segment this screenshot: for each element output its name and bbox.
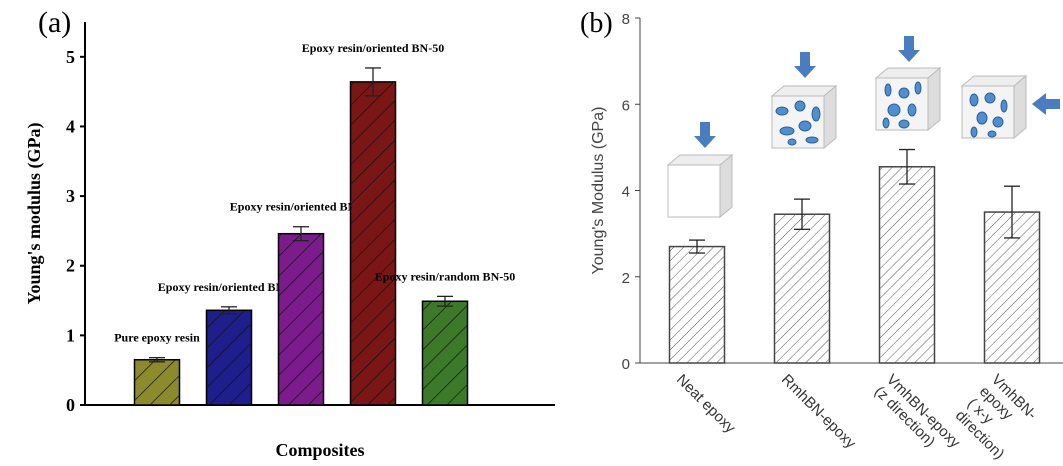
y-tick-label: 6 [622,97,630,114]
panel-label: (b) [580,8,613,39]
bar-hatch [774,214,830,363]
bar-annotation: Epoxy resin/oriented BN-50 [302,41,444,55]
y-tick-label: 0 [622,356,630,373]
bar-hatch [278,233,324,405]
y-tick-label: 5 [66,47,75,67]
panel-a: (a) 0 1 2 3 4 5 Young's modulus (GPa) Composites… [24,6,555,460]
y-tick-label: 4 [622,184,630,201]
y-tick-label: 3 [66,186,75,206]
y-tick-label: 2 [66,256,75,276]
y-tick-label: 2 [622,270,630,287]
bar-hatch [879,166,935,363]
y-tick-label: 4 [66,116,75,136]
y-tick-label: 1 [66,325,75,345]
y-tick-label: 0 [66,395,75,415]
bar-hatch [422,301,468,405]
x-axis-label: Composites [276,440,365,460]
y-axis-label: Young's Modulus (GPa) [590,107,607,275]
bar-annotation: Pure epoxy resin [114,331,200,345]
y-axis-label: Young's modulus (GPa) [24,122,45,304]
bar-hatch [206,310,252,405]
panel-b: (b) 0 2 4 6 8 Young's Modulus (GPa) [580,8,1063,373]
panel-label: (a) [38,6,71,39]
bar-annotation: Epoxy resin/oriented BN-10 [158,280,300,294]
bar-hatch [134,359,180,405]
bar-annotation: Epoxy resin/random BN-50 [375,269,515,283]
bar-annotation: Epoxy resin/oriented BN-30 [230,200,372,214]
bar-hatch [350,81,396,406]
bar-hatch [669,246,725,363]
cube-icons [666,66,1028,219]
y-tick-label: 8 [622,11,630,28]
arrows [694,36,1060,148]
